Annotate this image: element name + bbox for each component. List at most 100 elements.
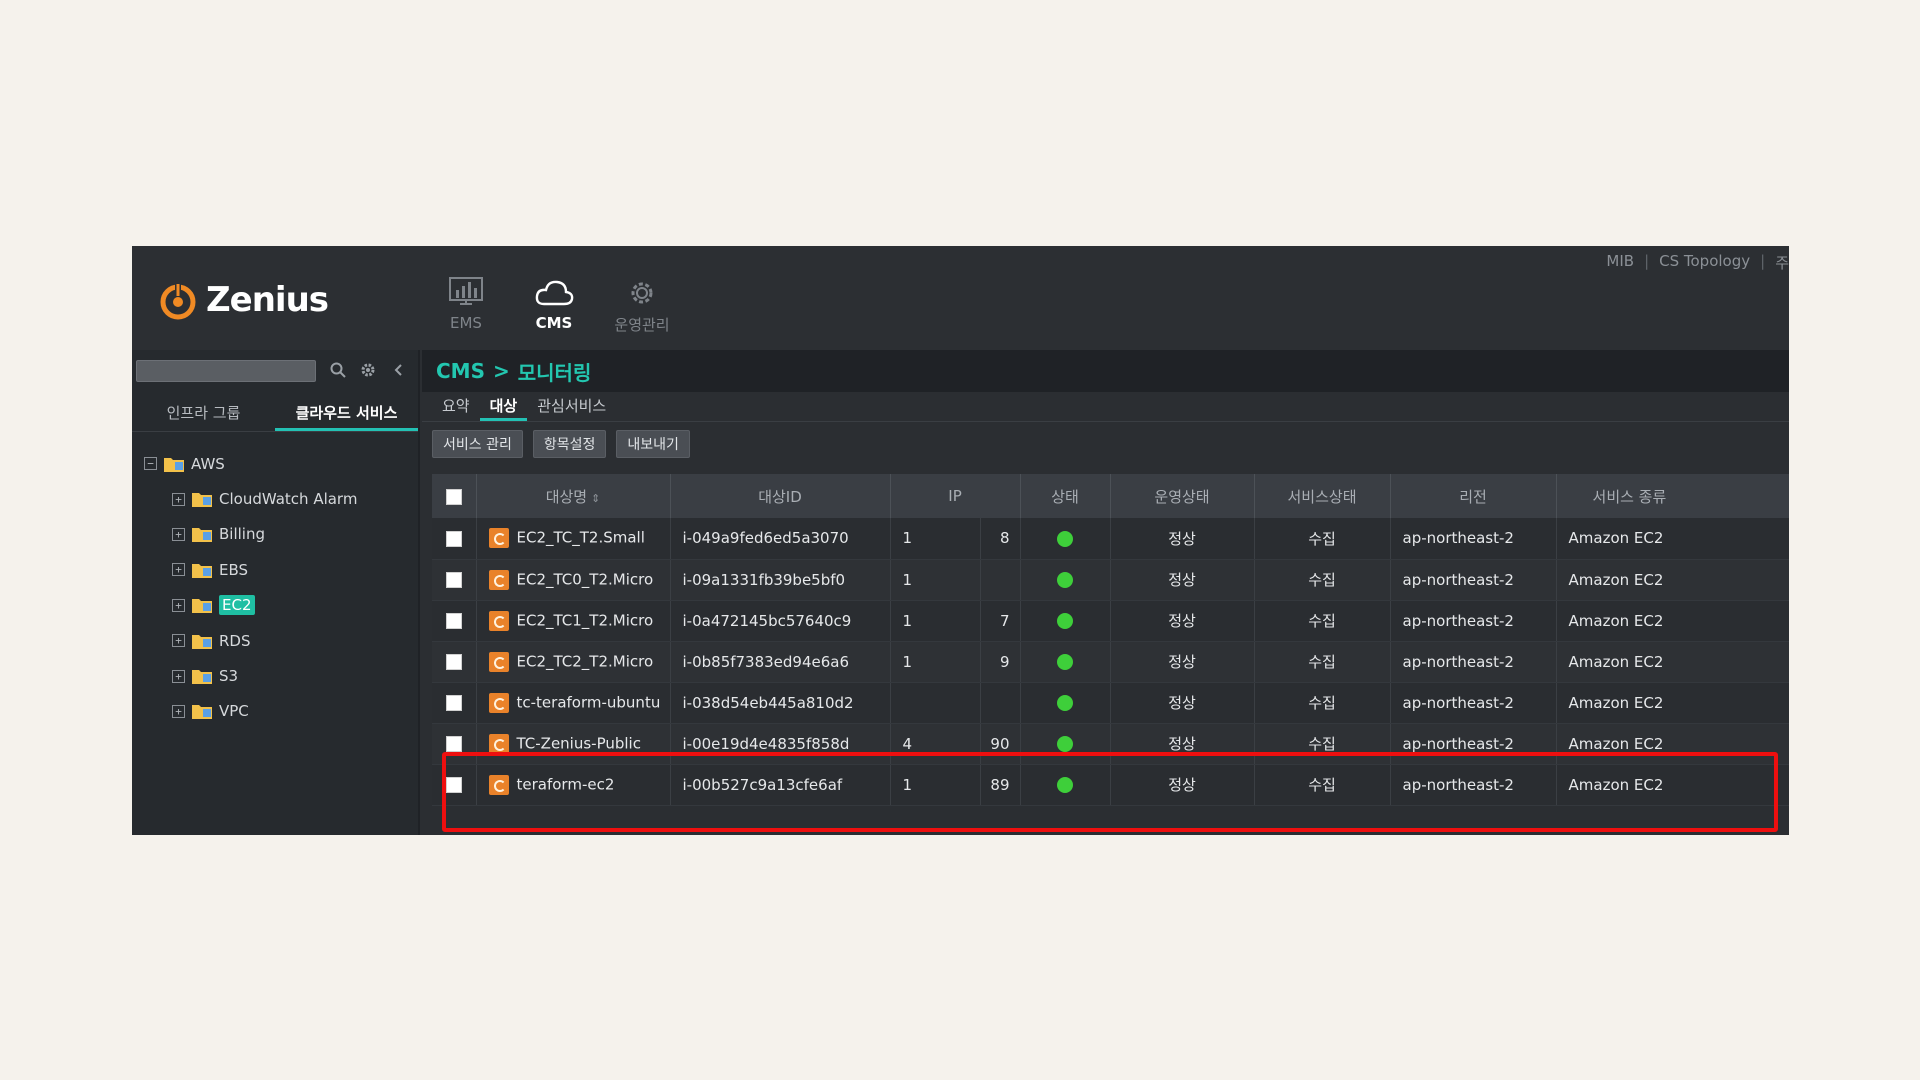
top-link-more[interactable]: 주 (1775, 254, 1789, 272)
column-header-name[interactable]: 대상명 ⇕ (476, 474, 671, 518)
cell-name[interactable]: EC2_TC0_T2.Micro (476, 559, 671, 601)
expand-toggle-icon[interactable]: + (172, 704, 185, 718)
expand-toggle-icon[interactable]: + (172, 492, 185, 506)
folder-icon (164, 457, 184, 472)
cell-service-status: 수집 (1254, 600, 1391, 642)
cell-ip-part1: 1 (890, 600, 981, 642)
toolbar: 서비스 관리 항목설정 내보내기 (432, 430, 690, 458)
cell-name[interactable]: tc-teraform-ubuntu (476, 682, 671, 724)
row-select-cell (432, 600, 477, 642)
cell-name[interactable]: EC2_TC1_T2.Micro (476, 600, 671, 642)
column-header-id[interactable]: 대상ID (670, 474, 891, 518)
sidebar-tab-cloud-service[interactable]: 클라우드 서비스 (275, 396, 418, 431)
row-checkbox[interactable] (445, 777, 462, 793)
tree-node-cloudwatch-alarm[interactable]: + CloudWatch Alarm (144, 481, 357, 516)
row-checkbox[interactable] (445, 654, 462, 670)
cell-status (1020, 600, 1111, 642)
tab-watch-services[interactable]: 관심서비스 (537, 397, 607, 415)
column-header-service-type[interactable]: 서비스 종류 (1556, 474, 1789, 518)
nav-operations[interactable]: 운영관리 (608, 276, 676, 335)
main-tabs: 요약 대상 관심서비스 (422, 392, 1789, 422)
tree-node-ec2[interactable]: + EC2 (144, 588, 357, 623)
tab-targets[interactable]: 대상 (479, 392, 528, 421)
cell-ip-part1: 1 (890, 518, 981, 560)
tree-node-vpc[interactable]: + VPC (144, 694, 357, 729)
cell-id: i-00e19d4e4835f858d (670, 723, 891, 765)
cell-op-status: 정상 (1110, 518, 1255, 560)
nav-cms[interactable]: CMS (520, 276, 588, 335)
settings-gear-icon[interactable] (358, 360, 378, 380)
instance-icon (488, 610, 509, 631)
collapse-chevron-icon[interactable] (388, 360, 408, 380)
row-checkbox[interactable] (445, 736, 462, 752)
expand-toggle-icon[interactable]: + (172, 563, 185, 577)
sidebar-search-input[interactable] (136, 360, 316, 382)
zenius-logo-icon (160, 282, 196, 320)
status-ok-dot-icon (1057, 530, 1074, 547)
row-checkbox[interactable] (445, 695, 462, 711)
column-header-label: 대상명 (545, 487, 588, 506)
folder-icon (192, 493, 212, 508)
column-header-region[interactable]: 리전 (1390, 474, 1557, 518)
sort-icon: ⇕ (591, 491, 601, 505)
cell-region: ap-northeast-2 (1390, 518, 1557, 560)
cell-service-type: Amazon EC2 (1556, 682, 1789, 724)
breadcrumb-root[interactable]: CMS (436, 359, 485, 383)
column-header-ip[interactable]: IP (890, 474, 1021, 518)
tree-label: VPC (219, 702, 249, 721)
header: Zenius EMS CMS (132, 246, 1789, 350)
cell-region: ap-northeast-2 (1390, 641, 1557, 683)
top-links: MIB | CS Topology | 주 (1606, 252, 1789, 273)
sidebar-tabs: 인프라 그룹 클라우드 서비스 (132, 396, 418, 432)
top-link-cs-topology[interactable]: CS Topology (1659, 252, 1751, 270)
tree-node-ebs[interactable]: + EBS (144, 552, 357, 587)
table-row[interactable]: tc-teraform-ubuntu i-038d54eb445a810d2 정상 수… (432, 682, 1789, 724)
expand-toggle-icon[interactable]: + (172, 634, 185, 648)
column-header-service-status[interactable]: 서비스상태 (1254, 474, 1391, 518)
row-checkbox[interactable] (445, 572, 462, 588)
cell-name-text: teraform-ec2 (516, 775, 615, 793)
cell-id: i-049a9fed6ed5a3070 (670, 518, 891, 560)
row-checkbox[interactable] (445, 613, 462, 629)
cell-name[interactable]: TC-Zenius-Public (476, 723, 671, 765)
cell-service-type: Amazon EC2 (1556, 641, 1789, 683)
cell-ip-part2: 89 (980, 764, 1021, 806)
cell-ip-part2: 9 (980, 641, 1021, 683)
cell-service-status: 수집 (1254, 559, 1391, 601)
cell-service-type: Amazon EC2 (1556, 764, 1789, 806)
expand-toggle-icon[interactable]: + (172, 527, 185, 541)
cell-name[interactable]: EC2_TC2_T2.Micro (476, 641, 671, 683)
tree-node-aws[interactable]: − AWS (144, 446, 357, 481)
service-manage-button[interactable]: 서비스 관리 (432, 430, 523, 458)
tree-node-billing[interactable]: + Billing (144, 517, 357, 552)
cell-name-text: TC-Zenius-Public (516, 734, 641, 752)
status-ok-dot-icon (1057, 777, 1074, 793)
export-button[interactable]: 내보내기 (616, 430, 690, 458)
table-row[interactable]: EC2_TC1_T2.Micro i-0a472145bc57640c9 1 7 정상 수… (432, 600, 1789, 642)
nav-ems[interactable]: EMS (432, 276, 500, 335)
expand-toggle-icon[interactable]: + (172, 598, 185, 612)
tree-node-s3[interactable]: + S3 (144, 658, 357, 693)
column-header-op-status[interactable]: 운영상태 (1110, 474, 1255, 518)
cell-service-status: 수집 (1254, 723, 1391, 765)
row-checkbox[interactable] (445, 530, 462, 547)
top-link-mib[interactable]: MIB (1606, 252, 1635, 270)
table-row[interactable]: teraform-ec2 i-00b527c9a13cfe6af 1 89 정상 수집 ap… (432, 764, 1789, 806)
search-icon[interactable] (328, 360, 348, 380)
sidebar-tab-infra-group[interactable]: 인프라 그룹 (166, 404, 241, 422)
table-row[interactable]: EC2_TC_T2.Small i-049a9fed6ed5a3070 1 8 정상 수집… (432, 518, 1789, 560)
instance-icon (488, 651, 509, 672)
tree-node-rds[interactable]: + RDS (144, 623, 357, 658)
select-all-checkbox[interactable] (445, 488, 462, 505)
cell-name[interactable]: EC2_TC_T2.Small (476, 518, 671, 560)
column-header-status[interactable]: 상태 (1020, 474, 1111, 518)
folder-icon (192, 634, 212, 649)
table-row[interactable]: EC2_TC0_T2.Micro i-09a1331fb39be5bf0 1 정상 수집… (432, 559, 1789, 601)
tab-summary[interactable]: 요약 (442, 397, 470, 415)
expand-toggle-icon[interactable]: + (172, 669, 185, 683)
table-row[interactable]: EC2_TC2_T2.Micro i-0b85f7383ed94e6a6 1 9 정상 수… (432, 641, 1789, 683)
column-settings-button[interactable]: 항목설정 (532, 430, 607, 458)
collapse-toggle-icon[interactable]: − (144, 457, 157, 471)
cell-name[interactable]: teraform-ec2 (476, 764, 671, 806)
table-row[interactable]: TC-Zenius-Public i-00e19d4e4835f858d 4 90 정상… (432, 723, 1789, 765)
